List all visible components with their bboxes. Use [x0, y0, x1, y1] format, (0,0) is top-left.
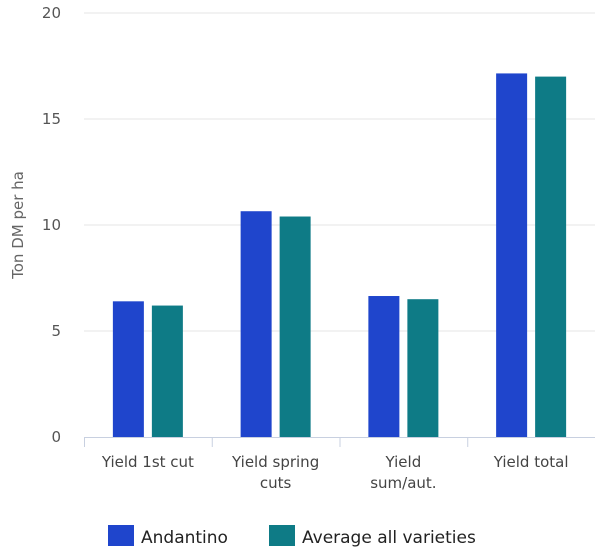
legend-item-andantino[interactable]: Andantino	[108, 525, 228, 548]
x-category-label: Yield total	[493, 453, 569, 471]
x-category-label: sum/aut.	[370, 474, 436, 492]
y-tick-label: 10	[42, 216, 61, 234]
legend-swatch	[269, 525, 295, 546]
x-category-label: Yield	[385, 453, 422, 471]
legend-label: Average all varieties	[302, 528, 476, 548]
y-tick-label: 0	[51, 428, 61, 446]
bar-average-0[interactable]	[151, 305, 183, 437]
bar-average-3[interactable]	[535, 76, 567, 437]
y-axis-tick-labels: 0 5 10 15 20	[42, 4, 61, 446]
y-tick-label: 15	[42, 110, 61, 128]
y-tick-label: 20	[42, 4, 61, 22]
x-category-label: cuts	[260, 474, 292, 492]
legend-label: Andantino	[141, 528, 228, 548]
bar-average-1[interactable]	[279, 216, 311, 437]
legend[interactable]: Andantino Average all varieties	[108, 525, 476, 548]
bars	[112, 73, 567, 438]
y-tick-label: 5	[51, 322, 61, 340]
legend-item-average[interactable]: Average all varieties	[269, 525, 476, 548]
bar-andantino-0[interactable]	[112, 301, 144, 437]
bar-andantino-3[interactable]	[496, 73, 528, 438]
x-category-label: Yield spring	[231, 453, 319, 471]
legend-swatch	[108, 525, 134, 546]
x-axis-category-labels: Yield 1st cut Yield spring cuts Yield sum/au…	[101, 453, 569, 492]
bar-average-2[interactable]	[407, 299, 439, 437]
y-axis-title: Ton DM per ha	[9, 171, 27, 280]
bar-andantino-2[interactable]	[368, 296, 400, 437]
x-axis	[84, 437, 595, 447]
x-category-label: Yield 1st cut	[101, 453, 194, 471]
bar-andantino-1[interactable]	[240, 211, 272, 437]
